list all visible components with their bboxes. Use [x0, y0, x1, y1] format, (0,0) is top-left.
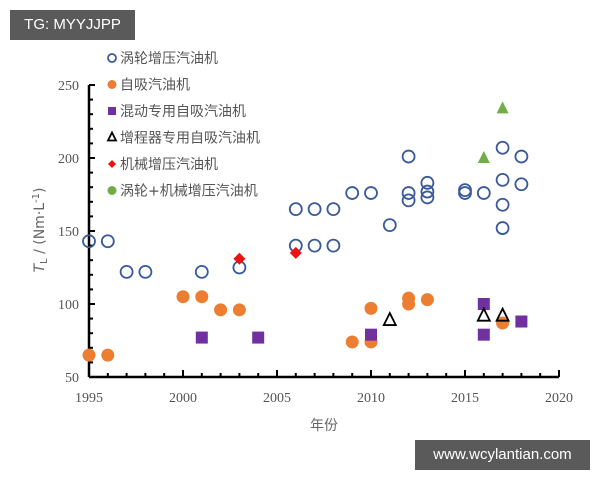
data-point	[401, 149, 416, 164]
data-point	[100, 234, 115, 249]
data-point	[496, 101, 509, 114]
x-tick-label: 2020	[545, 391, 573, 406]
data-point	[495, 221, 510, 235]
legend-marker	[107, 186, 117, 195]
legend-label: 增程器专用自吸汽油机	[120, 131, 260, 147]
legend-label: 涡轮+机械增压汽油机	[120, 184, 258, 200]
data-point	[514, 149, 529, 164]
data-points	[82, 101, 529, 362]
data-point	[382, 218, 397, 233]
data-point	[476, 306, 492, 322]
data-point	[345, 335, 359, 349]
data-point	[345, 186, 360, 200]
legend-marker	[106, 130, 118, 142]
data-point	[195, 290, 209, 304]
data-point	[326, 238, 341, 253]
data-point	[288, 202, 303, 217]
data-point	[119, 264, 134, 279]
data-point	[138, 264, 153, 279]
y-axis-label: TL / (Nm·L-1)	[31, 187, 50, 272]
data-point	[495, 306, 511, 322]
data-point	[364, 301, 378, 315]
x-tick-label: 1995	[75, 391, 103, 406]
data-point	[214, 303, 228, 317]
data-point	[476, 186, 491, 200]
legend-label: 涡轮增压汽油机	[120, 51, 218, 67]
x-tick-label: 2015	[451, 391, 479, 406]
data-point	[194, 264, 209, 279]
data-point	[401, 186, 416, 200]
data-point	[496, 316, 510, 330]
data-point	[458, 186, 472, 200]
data-point	[101, 348, 115, 362]
data-point	[176, 290, 190, 304]
data-point	[82, 234, 96, 249]
data-point	[514, 177, 529, 192]
data-point	[515, 315, 528, 328]
series-filled-circle	[82, 290, 510, 362]
legend-marker	[107, 53, 117, 63]
data-point	[289, 246, 302, 259]
data-point	[477, 328, 490, 341]
series-filled-diamond	[233, 246, 302, 265]
data-point	[402, 297, 416, 311]
legend-marker	[107, 80, 117, 89]
data-point	[307, 202, 322, 217]
series-open-circle	[82, 140, 529, 279]
axes: 50 100 150 200 250 1995 2000 2005 2010 2015 2020	[58, 79, 573, 406]
x-tick-label: 2010	[357, 391, 385, 406]
legend-label: 混动专用自吸汽油机	[120, 104, 246, 120]
legend-label: 自吸汽油机	[120, 78, 190, 94]
legend-marker	[108, 107, 116, 115]
data-point	[326, 202, 341, 217]
legend-label: 机械增压汽油机	[120, 157, 218, 173]
data-point	[420, 175, 435, 190]
data-point	[495, 140, 510, 155]
data-point	[477, 151, 490, 163]
data-point	[420, 190, 435, 205]
data-point	[420, 293, 434, 307]
x-axis-label: 年份	[310, 418, 338, 434]
data-point	[82, 348, 96, 362]
data-point	[382, 311, 398, 326]
data-point	[195, 331, 208, 344]
svg-text:TL / (Nm·L-1): TL / (Nm·L-1)	[31, 187, 50, 272]
watermark-top: TG: MYYJJPP	[10, 10, 135, 40]
watermark-bottom: www.wcylantian.com	[415, 440, 590, 470]
data-point	[495, 172, 510, 187]
data-point	[420, 184, 435, 199]
data-point	[495, 197, 510, 212]
y-tick-label: 100	[58, 298, 79, 313]
y-tick-label: 250	[58, 79, 79, 94]
series-open-triangle	[382, 306, 511, 326]
y-tick-label: 200	[58, 152, 79, 167]
data-point	[477, 298, 490, 310]
y-tick-label: 50	[65, 371, 79, 386]
data-point	[233, 252, 246, 265]
legend: 涡轮增压汽油机自吸汽油机混动专用自吸汽油机增程器专用自吸汽油机机械增压汽油机涡轮…	[106, 51, 260, 200]
x-tick-label: 2000	[169, 391, 197, 406]
data-point	[232, 303, 246, 317]
series-filled-triangle	[477, 101, 509, 163]
data-point	[364, 186, 378, 200]
data-point	[365, 328, 377, 341]
series-filled-square	[195, 298, 528, 344]
legend-marker	[108, 160, 116, 168]
y-tick-label: 150	[58, 225, 79, 240]
data-point	[252, 331, 265, 344]
x-tick-label: 2005	[263, 391, 291, 406]
data-point	[401, 193, 416, 208]
data-point	[307, 238, 322, 253]
